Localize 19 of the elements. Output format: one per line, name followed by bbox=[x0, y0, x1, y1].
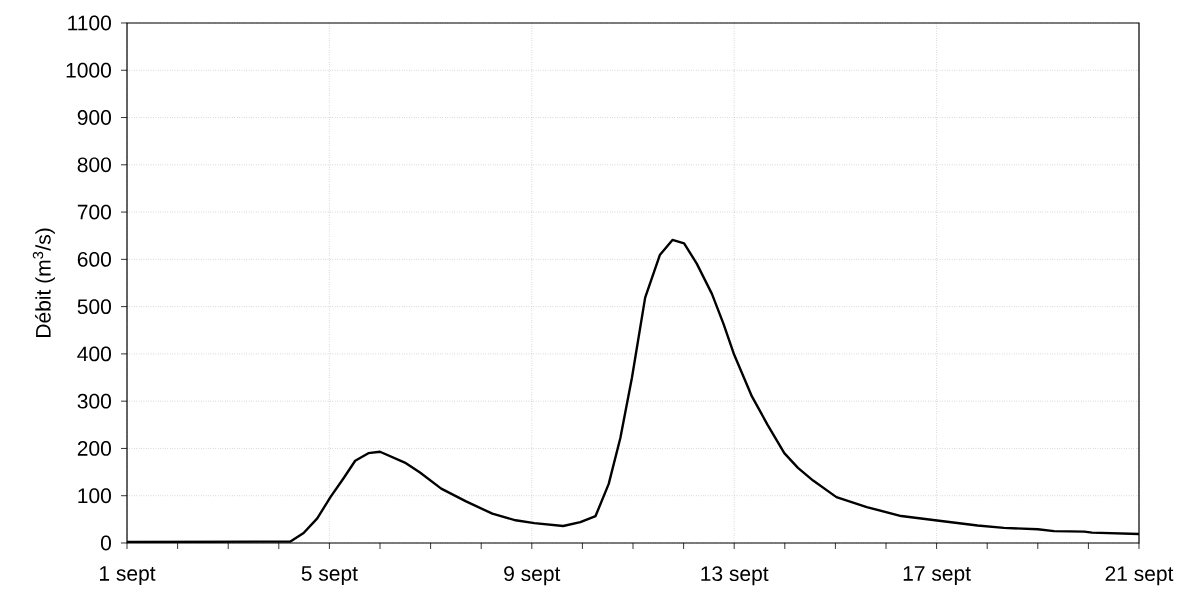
y-tick-label: 0 bbox=[100, 535, 111, 551]
x-tick-label: 9 sept bbox=[504, 566, 561, 586]
y-tick-label: 300 bbox=[77, 393, 111, 409]
y-tick-label: 100 bbox=[78, 488, 111, 504]
x-tick-label: 13 sept bbox=[701, 566, 769, 586]
y-tick-label: 500 bbox=[77, 299, 111, 315]
y-tick-label: 1000 bbox=[66, 62, 111, 78]
x-tick-label: 21 sept bbox=[1105, 566, 1174, 586]
y-tick-label: 200 bbox=[77, 441, 111, 456]
y-tick-label: 800 bbox=[77, 157, 111, 173]
y-tick-label: 600 bbox=[77, 251, 111, 267]
x-tick-label: 5 sept bbox=[301, 566, 358, 585]
x-tick-label: 17 sept bbox=[903, 566, 971, 585]
y-tick-label: 400 bbox=[77, 346, 111, 362]
y-tick-label: 1100 bbox=[68, 15, 111, 31]
y-axis-title: Débit (m$^{3}$/s) bbox=[32, 228, 55, 337]
y-tick-label: 700 bbox=[77, 204, 111, 220]
x-tick-label: 1 sept bbox=[100, 566, 156, 585]
y-tick-label: 900 bbox=[77, 110, 111, 125]
